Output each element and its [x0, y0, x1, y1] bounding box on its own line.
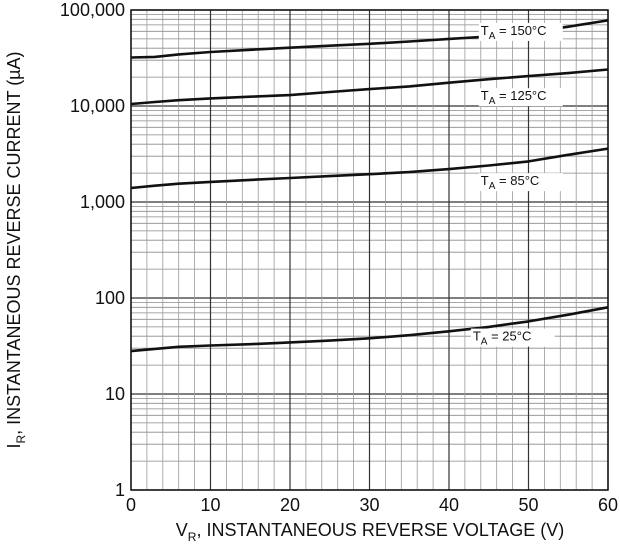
y-axis-title: IR, INSTANTANEOUS REVERSE CURRENT (µA)	[4, 51, 28, 448]
grid	[130, 9, 609, 491]
x-tick-label: 60	[598, 495, 618, 515]
x-tick-label: 20	[280, 495, 300, 515]
x-tick-label: 50	[518, 495, 538, 515]
series-label-bg-2	[478, 173, 563, 192]
y-tick-label: 100	[95, 288, 125, 308]
x-tick-labels: 0 10 20 30 40 50 60	[126, 495, 618, 515]
x-tick-label: 40	[439, 495, 459, 515]
y-tick-label: 100,000	[60, 0, 125, 20]
x-axis-title: VR, INSTANTANEOUS REVERSE VOLTAGE (V)	[176, 520, 564, 544]
series-label-bg-3	[470, 328, 555, 347]
y-tick-label: 1	[115, 480, 125, 500]
series-label-3: TA = 25°C	[473, 329, 531, 348]
x-tick-label: 10	[200, 495, 220, 515]
series-line-3	[130, 306, 609, 353]
series-label-1: TA = 125°C	[481, 88, 547, 107]
y-tick-label: 10	[105, 384, 125, 404]
series-line-1	[130, 68, 609, 106]
y-tick-label: 1,000	[80, 192, 125, 212]
series-label-bg-1	[478, 88, 563, 107]
plot-border	[130, 9, 609, 491]
y-tick-labels: 1 10 100 1,000 10,000 100,000	[60, 0, 125, 500]
curve-labels: TA = 150°C TA = 125°C TA = 85°C TA = 25°C	[470, 22, 563, 348]
x-tick-label: 0	[126, 495, 136, 515]
series-label-bg-0	[478, 22, 563, 41]
series-label-2: TA = 85°C	[481, 173, 540, 192]
y-tick-label: 10,000	[70, 96, 125, 116]
series-label-0: TA = 150°C	[481, 23, 547, 42]
series-line-2	[130, 147, 609, 190]
x-tick-label: 30	[359, 495, 379, 515]
